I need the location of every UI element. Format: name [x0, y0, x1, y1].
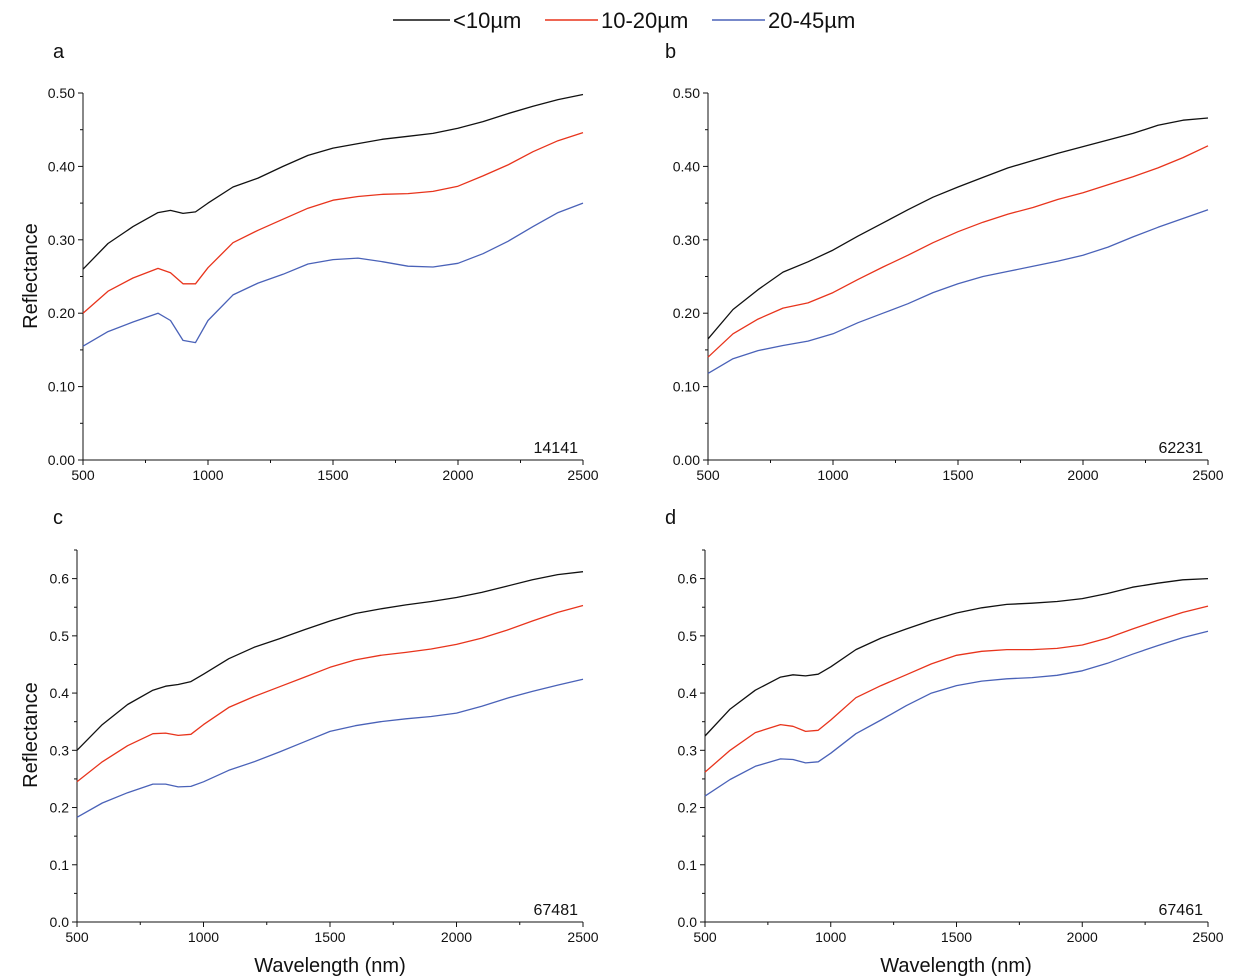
chart-panel-a: 0.00 0.10 0.20 0.30 0.40 0.50 500 1000 1500 2000 2… — [20, 41, 599, 483]
y-tick-label: 0.3 — [678, 742, 698, 758]
x-tick-label: 2500 — [1192, 467, 1223, 483]
y-tick-label: 0.30 — [673, 232, 700, 248]
chart-panel-b: 0.00 0.10 0.20 0.30 0.40 0.50 500 1000 1500 2000 2… — [665, 41, 1224, 483]
y-tick-label: 0.30 — [48, 232, 75, 248]
y-tick-label: 0.20 — [48, 305, 75, 321]
y-tick-label: 0.10 — [48, 379, 75, 395]
x-tick-label: 1000 — [815, 929, 846, 945]
y-tick-label: 0.5 — [50, 628, 70, 644]
panel-letter: a — [53, 41, 65, 63]
chart-panel-c: 0.0 0.1 0.2 0.3 0.4 0.5 0.6 500 1000 1500 2000 2500… — [20, 507, 599, 977]
y-tick-label: 0.00 — [48, 452, 75, 468]
y-tick-label: 0.1 — [50, 857, 70, 873]
x-tick-label: 1500 — [942, 467, 973, 483]
y-tick-label: 0.50 — [48, 85, 75, 101]
x-tick-label: 500 — [693, 929, 717, 945]
y-tick-label: 0.4 — [678, 685, 698, 701]
y-tick-label: 0.40 — [48, 158, 75, 174]
series-line-1 — [707, 117, 1209, 340]
y-tick-label: 0.4 — [50, 685, 70, 701]
x-axis-title: Wavelength (nm) — [254, 955, 406, 977]
x-tick-label: 2000 — [441, 929, 472, 945]
y-tick-label: 0.20 — [673, 305, 700, 321]
x-tick-label: 2500 — [1192, 929, 1223, 945]
x-tick-label: 2000 — [1067, 929, 1098, 945]
sample-label: 14141 — [534, 440, 579, 457]
x-axis-title: Wavelength (nm) — [880, 955, 1032, 977]
sample-label: 67481 — [534, 902, 579, 919]
series-line-3 — [82, 202, 584, 347]
series-line-2 — [76, 604, 584, 783]
x-tick-label: 2000 — [1067, 467, 1098, 483]
sample-label: 62231 — [1159, 440, 1204, 457]
y-tick-label: 0.1 — [678, 857, 698, 873]
series-line-3 — [76, 678, 584, 818]
x-tick-label: 1000 — [188, 929, 219, 945]
x-tick-label: 1500 — [317, 467, 348, 483]
y-tick-label: 0.2 — [50, 800, 70, 816]
y-tick-label: 0.3 — [50, 742, 70, 758]
x-tick-label: 1000 — [192, 467, 223, 483]
x-tick-label: 500 — [71, 467, 95, 483]
series-line-3 — [707, 209, 1209, 374]
legend-label: 20-45µm — [768, 8, 855, 33]
panel-letter: d — [665, 507, 676, 529]
y-tick-label: 0.6 — [678, 571, 698, 587]
y-tick-label: 0.40 — [673, 158, 700, 174]
y-axis-title: Reflectance — [20, 223, 42, 329]
legend-label: 10-20µm — [601, 8, 688, 33]
legend-label: <10µm — [453, 8, 521, 33]
series-line-2 — [707, 145, 1209, 358]
x-tick-label: 2500 — [567, 467, 598, 483]
x-tick-label: 500 — [65, 929, 89, 945]
chart-panel-d: 0.0 0.1 0.2 0.3 0.4 0.5 0.6 500 1000 1500 2000 2500… — [665, 507, 1224, 977]
y-tick-label: 0.50 — [673, 85, 700, 101]
series-line-1 — [76, 571, 584, 751]
panel-letter: c — [53, 507, 63, 529]
y-tick-label: 0.10 — [673, 379, 700, 395]
x-tick-label: 1500 — [314, 929, 345, 945]
y-axis-title: Reflectance — [20, 682, 42, 788]
y-tick-label: 0.00 — [673, 452, 700, 468]
series-line-1 — [82, 93, 584, 270]
y-tick-label: 0.0 — [50, 914, 70, 930]
x-tick-label: 1000 — [817, 467, 848, 483]
sample-label: 67461 — [1159, 902, 1204, 919]
chart-panels: 0.00 0.10 0.20 0.30 0.40 0.50 500 1000 1500 2000 2… — [20, 41, 1224, 977]
x-tick-label: 1500 — [941, 929, 972, 945]
series-line-1 — [704, 577, 1209, 737]
y-tick-label: 0.2 — [678, 800, 698, 816]
x-tick-label: 2500 — [567, 929, 598, 945]
x-tick-label: 2000 — [442, 467, 473, 483]
y-tick-label: 0.5 — [678, 628, 698, 644]
y-tick-label: 0.6 — [50, 571, 70, 587]
x-tick-label: 500 — [696, 467, 720, 483]
series-line-2 — [82, 131, 584, 314]
series-line-2 — [704, 605, 1209, 773]
panel-letter: b — [665, 41, 676, 63]
series-line-3 — [704, 630, 1209, 797]
legend: <10µm 10-20µm 20-45µm — [393, 8, 855, 33]
y-tick-label: 0.0 — [678, 914, 698, 930]
